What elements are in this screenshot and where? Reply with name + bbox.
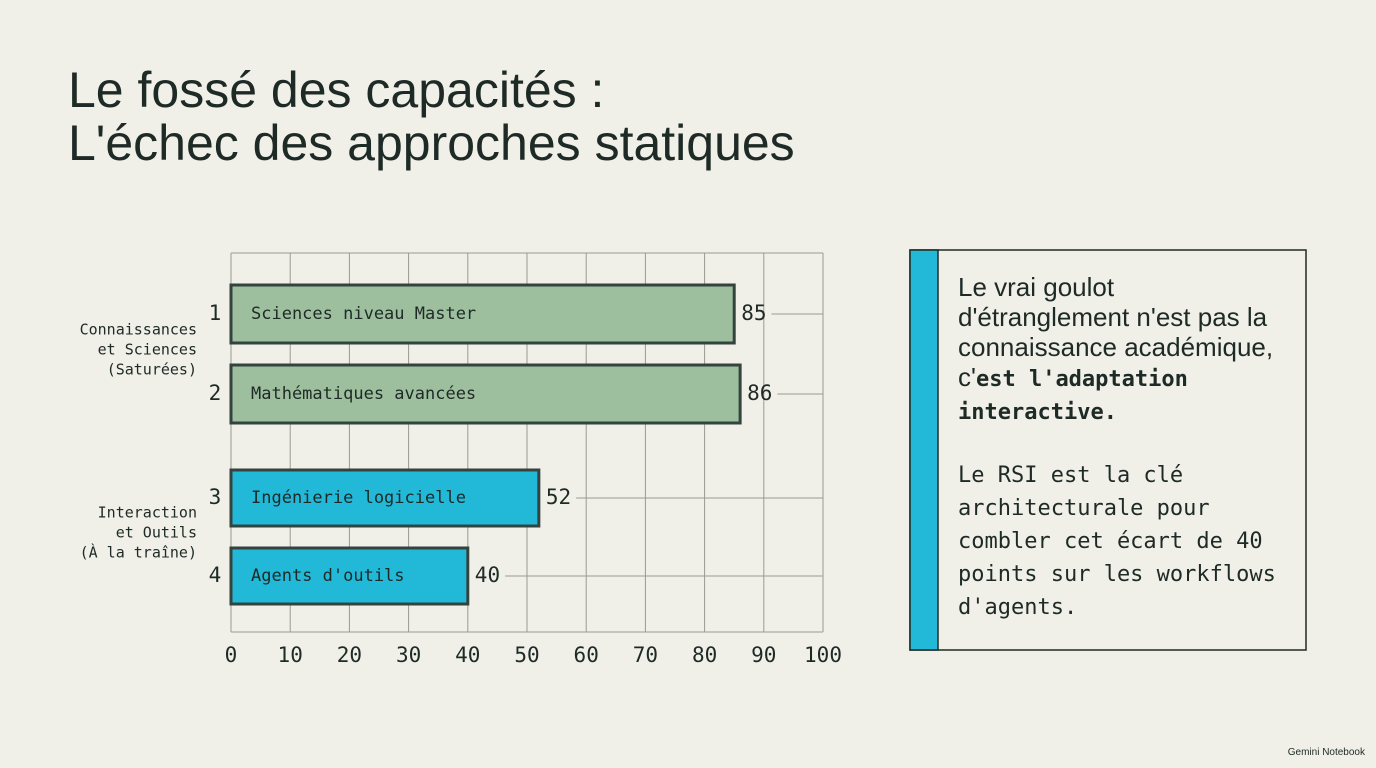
x-tick-label: 100: [804, 643, 842, 667]
group-label: et Sciences: [98, 341, 197, 359]
group-label: Connaissances: [80, 321, 197, 339]
bar: [229, 283, 736, 345]
footer: Gemini Notebook: [1287, 747, 1365, 758]
x-tick-label: 0: [225, 643, 238, 667]
x-tick-label: 10: [278, 643, 303, 667]
x-tick-label: 90: [751, 643, 776, 667]
bar: [229, 468, 541, 528]
rank-label: 4: [209, 563, 222, 587]
value-label: 85: [741, 301, 766, 325]
bar-label: Mathématiques avancées: [251, 384, 476, 404]
bar-label: Agents d'outils: [251, 566, 405, 586]
bar-label: Ingénierie logicielle: [251, 488, 466, 508]
value-label: 52: [546, 485, 571, 509]
group-label: (À la traîne): [80, 543, 197, 562]
value-label: 86: [747, 381, 772, 405]
x-tick-label: 50: [514, 643, 539, 667]
title-line: Le fossé des capacités :: [68, 62, 604, 118]
bar: [229, 546, 470, 606]
x-tick-label: 40: [455, 643, 480, 667]
callout-segment: est l'adaptation interactive.: [958, 367, 1188, 425]
x-tick-label: 20: [337, 643, 362, 667]
rank-label: 1: [209, 301, 222, 325]
callout-stripe: [909, 249, 939, 651]
callout-segment: Le RSI est la clé architecturale pour co…: [958, 463, 1276, 620]
callout-text: Le vrai goulot d'étranglement n'est pas …: [958, 272, 1288, 653]
x-tick-label: 30: [396, 643, 421, 667]
rank-label: 2: [209, 381, 222, 405]
group-label: (Saturées): [107, 361, 197, 379]
value-label: 40: [475, 563, 500, 587]
group-label: et Outils: [116, 524, 197, 542]
callout-paragraph: Le RSI est la clé architecturale pour co…: [958, 458, 1288, 623]
group-label: Interaction: [98, 504, 197, 522]
title-line: L'échec des approches statiques: [68, 115, 795, 171]
x-tick-label: 80: [692, 643, 717, 667]
bar-label: Sciences niveau Master: [251, 304, 476, 324]
bar: [229, 363, 742, 425]
callout-segment: Le vrai goulot d'étranglement n'est pas …: [958, 272, 1274, 392]
x-tick-label: 70: [633, 643, 658, 667]
x-tick-label: 60: [574, 643, 599, 667]
rank-label: 3: [209, 485, 222, 509]
callout-paragraph: Le vrai goulot d'étranglement n'est pas …: [958, 272, 1288, 428]
